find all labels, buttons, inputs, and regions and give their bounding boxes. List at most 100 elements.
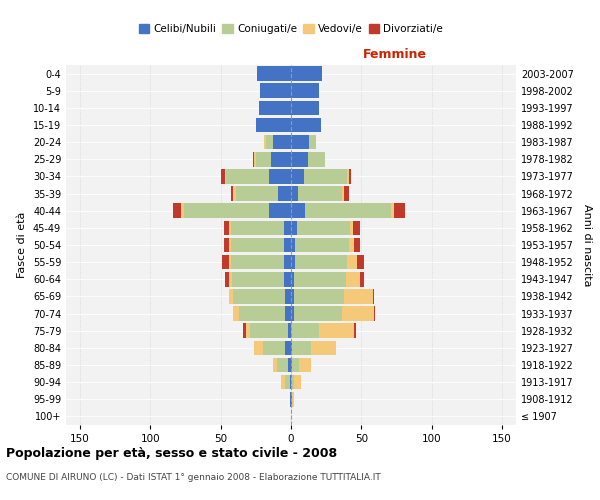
Bar xyxy=(346,272,360,286)
Bar xyxy=(254,152,256,166)
Bar xyxy=(277,358,288,372)
Bar xyxy=(295,255,347,270)
Bar xyxy=(298,186,341,201)
Bar xyxy=(291,220,296,235)
Bar xyxy=(305,204,391,218)
Bar xyxy=(353,220,360,235)
Bar xyxy=(296,220,350,235)
Bar xyxy=(239,306,286,321)
Text: COMUNE DI AIRUNO (LC) - Dati ISTAT 1° gennaio 2008 - Elaborazione TUTTITALIA.IT: COMUNE DI AIRUNO (LC) - Dati ISTAT 1° ge… xyxy=(6,472,381,482)
Bar xyxy=(286,375,290,390)
Bar xyxy=(286,289,291,304)
Bar xyxy=(264,135,266,150)
Bar xyxy=(233,306,239,321)
Bar xyxy=(357,255,364,270)
Bar xyxy=(184,204,269,218)
Bar xyxy=(291,375,294,390)
Bar xyxy=(222,255,229,270)
Bar xyxy=(230,186,233,201)
Bar xyxy=(292,358,299,372)
Bar xyxy=(344,186,349,201)
Y-axis label: Anni di nascita: Anni di nascita xyxy=(582,204,592,286)
Bar xyxy=(253,152,254,166)
Bar xyxy=(181,204,184,218)
Bar xyxy=(291,340,292,355)
Bar xyxy=(391,204,394,218)
Bar xyxy=(256,118,291,132)
Bar xyxy=(223,220,229,235)
Bar xyxy=(236,186,278,201)
Bar xyxy=(229,289,233,304)
Bar xyxy=(291,186,298,201)
Bar xyxy=(294,375,301,390)
Bar xyxy=(294,272,346,286)
Bar xyxy=(349,169,352,184)
Bar xyxy=(246,324,250,338)
Bar xyxy=(291,238,295,252)
Bar xyxy=(273,358,277,372)
Bar xyxy=(259,100,291,115)
Text: Popolazione per età, sesso e stato civile - 2008: Popolazione per età, sesso e stato civil… xyxy=(6,448,337,460)
Bar xyxy=(304,169,347,184)
Bar xyxy=(291,306,294,321)
Bar xyxy=(294,306,341,321)
Bar xyxy=(291,152,308,166)
Bar xyxy=(291,289,294,304)
Bar xyxy=(291,135,309,150)
Bar xyxy=(308,152,325,166)
Bar xyxy=(226,169,269,184)
Bar xyxy=(284,255,291,270)
Bar xyxy=(291,118,320,132)
Bar xyxy=(394,204,405,218)
Legend: Celibi/Nubili, Coniugati/e, Vedovi/e, Divorziati/e: Celibi/Nubili, Coniugati/e, Vedovi/e, Di… xyxy=(134,20,448,38)
Bar xyxy=(294,289,344,304)
Bar xyxy=(291,272,294,286)
Bar xyxy=(360,272,364,286)
Bar xyxy=(284,220,291,235)
Bar xyxy=(341,186,344,201)
Bar xyxy=(269,169,291,184)
Bar xyxy=(278,186,291,201)
Bar xyxy=(257,66,291,81)
Bar xyxy=(273,135,291,150)
Bar xyxy=(260,84,291,98)
Bar xyxy=(232,272,284,286)
Bar xyxy=(374,306,376,321)
Bar xyxy=(263,340,286,355)
Bar xyxy=(291,100,319,115)
Bar xyxy=(349,238,354,252)
Bar xyxy=(221,169,225,184)
Bar xyxy=(223,238,229,252)
Bar xyxy=(229,220,230,235)
Text: Femmine: Femmine xyxy=(362,48,427,62)
Bar xyxy=(225,169,226,184)
Bar xyxy=(350,220,353,235)
Bar xyxy=(233,289,286,304)
Bar xyxy=(233,186,236,201)
Bar xyxy=(291,169,304,184)
Bar xyxy=(291,392,292,406)
Bar xyxy=(250,324,288,338)
Bar xyxy=(225,272,229,286)
Bar xyxy=(291,255,295,270)
Bar xyxy=(291,204,305,218)
Bar xyxy=(230,238,284,252)
Bar xyxy=(286,306,291,321)
Bar xyxy=(311,340,336,355)
Y-axis label: Fasce di età: Fasce di età xyxy=(17,212,27,278)
Bar xyxy=(229,255,230,270)
Bar xyxy=(229,272,232,286)
Bar xyxy=(373,289,374,304)
Bar xyxy=(344,289,373,304)
Bar xyxy=(290,375,291,390)
Bar xyxy=(254,340,263,355)
Bar xyxy=(281,375,286,390)
Bar xyxy=(319,324,354,338)
Bar xyxy=(341,306,374,321)
Bar xyxy=(271,152,291,166)
Bar xyxy=(288,324,291,338)
Bar xyxy=(230,220,284,235)
Bar xyxy=(173,204,181,218)
Bar xyxy=(292,340,311,355)
Bar xyxy=(354,238,360,252)
